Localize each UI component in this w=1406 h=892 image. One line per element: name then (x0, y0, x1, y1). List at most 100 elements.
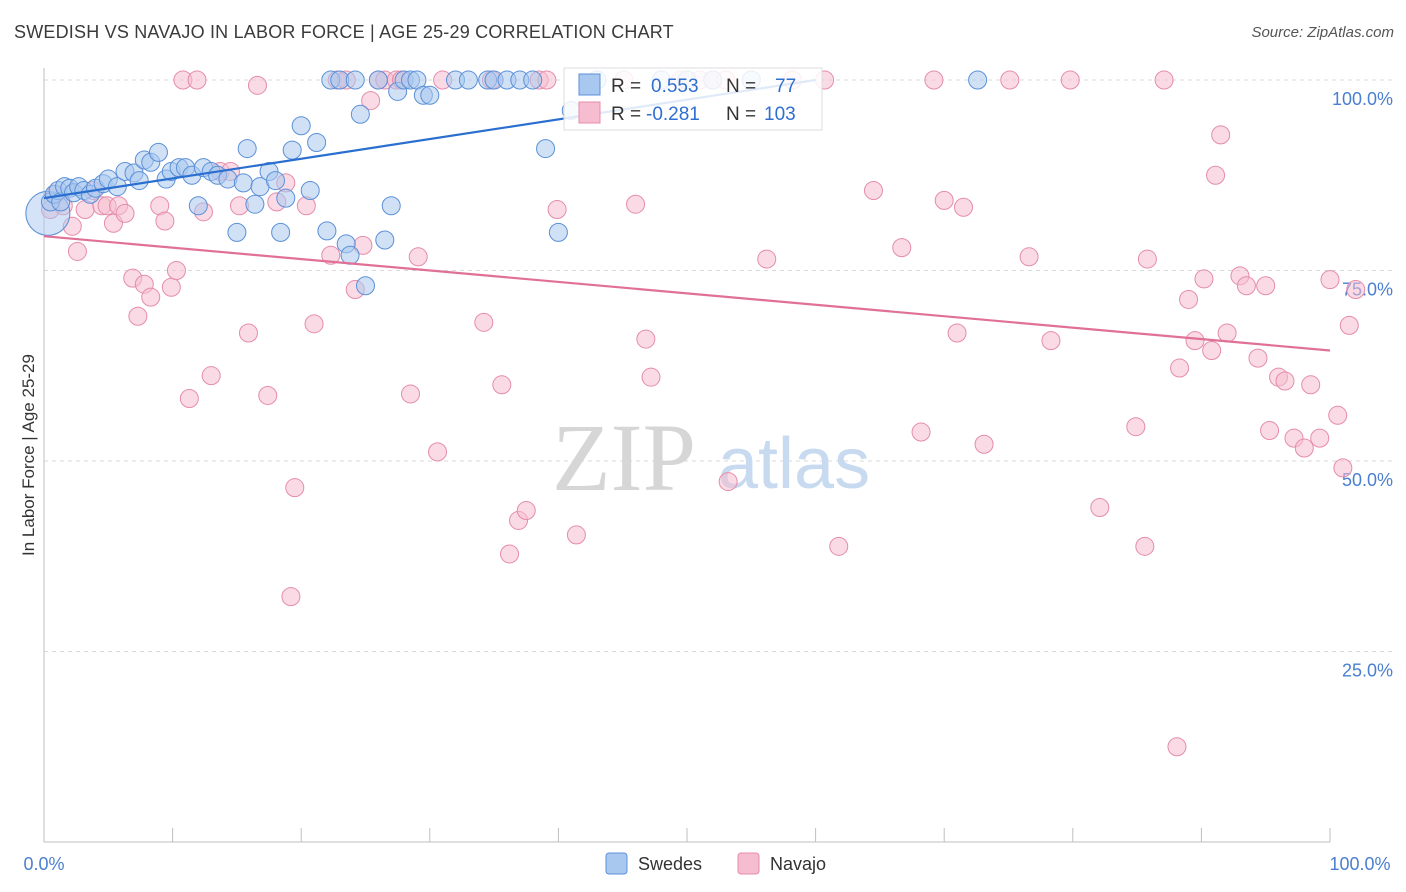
legend-swedes-swatch (578, 73, 601, 96)
navajo-point (1236, 276, 1256, 296)
navajo-point (1137, 249, 1157, 269)
navajo-point (155, 211, 175, 231)
swedes-point (458, 70, 478, 90)
navajo-point (281, 587, 301, 607)
navajo-point (641, 367, 661, 387)
swedes-point (968, 70, 988, 90)
navajo-point (238, 323, 258, 343)
y-tick-labels: 25.0%50.0%75.0%100.0% (1332, 89, 1393, 681)
gridlines (44, 79, 1392, 652)
swedes-point (300, 180, 320, 200)
bottom-legend-navajo-label: Navajo (770, 854, 826, 874)
y-tick-label-100: 100.0% (1332, 89, 1393, 109)
swedes-point (340, 245, 360, 265)
legend-background (563, 67, 823, 131)
swedes-series (25, 70, 988, 296)
swedes-point (271, 222, 291, 242)
navajo-point (1256, 276, 1276, 296)
swedes-point (282, 140, 302, 160)
navajo-point (1328, 405, 1348, 425)
navajo-point (285, 478, 305, 498)
swedes-point (368, 70, 388, 90)
navajo-point (304, 314, 324, 334)
navajo-point (1060, 70, 1080, 90)
navajo-point (1194, 269, 1214, 289)
bottom-legend-navajo-swatch (737, 852, 760, 875)
navajo-point (516, 501, 536, 521)
navajo-point (626, 194, 646, 214)
navajo-point (141, 287, 161, 307)
navajo-point (1301, 375, 1321, 395)
navajo-point (1202, 341, 1222, 361)
navajo-point (1135, 536, 1155, 556)
watermark-atlas: atlas (718, 424, 870, 504)
navajo-point (1000, 70, 1020, 90)
legend-box: R = 0.553 N = 77 R = -0.281 N = 103 (563, 67, 823, 131)
navajo-point (1211, 125, 1231, 145)
navajo-point (1320, 270, 1340, 290)
navajo-point (911, 422, 931, 442)
swedes-point (265, 171, 285, 191)
legend-swedes-r-value: 0.553 (651, 76, 699, 97)
watermark: ZIP atlas (552, 404, 870, 511)
navajo-point (1310, 428, 1330, 448)
navajo-point (566, 525, 586, 545)
navajo-point (1126, 417, 1146, 437)
swedes-point (356, 276, 375, 296)
navajo-point (1206, 165, 1226, 185)
navajo-point (1217, 323, 1237, 343)
swedes-point (291, 116, 311, 136)
legend-swedes-r-label: R = (611, 76, 641, 97)
navajo-point (1170, 358, 1190, 378)
bottom-legend-swedes-swatch (605, 852, 628, 875)
navajo-point (1019, 247, 1039, 267)
x-tick-label-min: 0.0% (23, 854, 64, 874)
legend-swedes-n-value: 77 (775, 76, 796, 97)
swedes-point (350, 104, 370, 124)
legend-navajo-swatch (578, 101, 601, 124)
navajo-point (974, 434, 994, 454)
swedes-point (148, 142, 168, 162)
navajo-point (1260, 421, 1280, 441)
navajo-point (924, 70, 944, 90)
navajo-point (1179, 289, 1199, 309)
swedes-point (345, 70, 365, 90)
navajo-point (401, 384, 421, 404)
navajo-point (67, 241, 87, 261)
navajo-point (1339, 315, 1359, 335)
navajo-point (757, 249, 777, 269)
legend-navajo-r-label: R = (611, 104, 641, 125)
navajo-point (128, 306, 148, 326)
navajo-trendline (43, 235, 1331, 352)
bottom-legend-swedes-label: Swedes (638, 854, 702, 874)
x-tick-label-max: 100.0% (1329, 854, 1390, 874)
navajo-point (547, 200, 567, 220)
x-ticks (43, 828, 1331, 842)
navajo-point (474, 312, 494, 332)
navajo-point (934, 190, 954, 210)
navajo-point (892, 238, 912, 258)
navajo-point (636, 329, 656, 349)
legend-navajo-n-label: N = (726, 104, 756, 125)
navajo-point (1090, 497, 1110, 517)
navajo-point (321, 245, 341, 265)
bottom-legend: Swedes Navajo (605, 852, 826, 875)
swedes-point (548, 222, 568, 242)
swedes-point (276, 188, 296, 208)
navajo-point (258, 385, 278, 405)
navajo-point (500, 544, 520, 564)
y-tick-label-50: 50.0% (1342, 470, 1393, 490)
navajo-point (718, 472, 738, 492)
y-axis-title: In Labor Force | Age 25-29 (19, 354, 38, 556)
navajo-point (361, 91, 381, 111)
navajo-point (408, 247, 428, 267)
navajo-point (1041, 331, 1061, 351)
navajo-point (179, 389, 199, 409)
swedes-point (375, 230, 395, 250)
navajo-point (161, 277, 181, 297)
watermark-zip: ZIP (552, 404, 696, 511)
swedes-point (317, 221, 337, 241)
navajo-point (492, 375, 512, 395)
swedes-point (307, 132, 327, 152)
